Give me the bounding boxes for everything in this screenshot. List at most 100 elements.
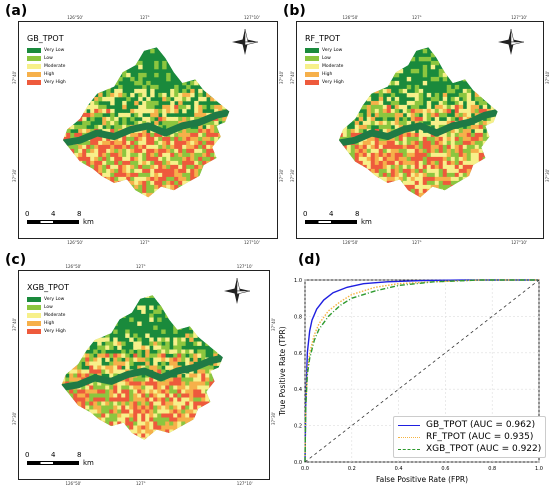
latitude-label: 37°40' xyxy=(12,70,17,84)
legend-item: Very High xyxy=(305,78,344,86)
roc-legend-label: RF_TPOT (AUC = 0.935) xyxy=(426,432,534,442)
legend-swatch xyxy=(27,312,41,318)
roc-curve xyxy=(304,279,540,463)
latitude-label: 37°30' xyxy=(12,411,17,425)
latitude-label: 37°40' xyxy=(545,70,550,84)
latitude-label: 37°40' xyxy=(279,70,284,84)
legend-item: High xyxy=(27,319,66,327)
legend-label: Very High xyxy=(44,79,66,85)
roc-curve xyxy=(304,279,539,463)
map-title: XGB_TPOT xyxy=(27,283,70,292)
map-title: GB_TPOT xyxy=(27,34,64,43)
longitude-label: 127° xyxy=(136,481,146,486)
map-title: RF_TPOT xyxy=(305,34,341,43)
roc-legend-item: RF_TPOT (AUC = 0.935) xyxy=(398,431,541,443)
scale-label: 0 xyxy=(25,210,30,218)
y-tick-label: 0.8 xyxy=(294,314,302,320)
longitude-label: 127°10' xyxy=(511,240,528,245)
longitude-label: 126°50' xyxy=(67,15,84,20)
x-tick-label: 1.0 xyxy=(535,466,543,472)
susceptibility-map xyxy=(338,47,498,198)
legend-swatch xyxy=(27,320,41,326)
legend-label: Very Low xyxy=(322,47,343,53)
legend-item: Moderate xyxy=(27,62,66,70)
longitude-label: 126°50' xyxy=(65,481,82,486)
roc-legend-line xyxy=(398,436,420,438)
legend-item: Very Low xyxy=(27,46,66,54)
panel-label-a: (a) xyxy=(5,3,28,19)
legend-item: Low xyxy=(27,303,66,311)
legend-item: High xyxy=(305,70,344,78)
longitude-label: 127°10' xyxy=(236,264,253,269)
legend-label: High xyxy=(44,71,55,77)
panel-label-b: (b) xyxy=(283,3,306,19)
legend-label: Low xyxy=(322,55,331,61)
roc-curve xyxy=(304,279,539,463)
legend-label: Very High xyxy=(322,79,344,85)
legend-item: High xyxy=(27,70,66,78)
scale-bar: 0 4 8 km xyxy=(25,451,115,475)
legend-swatch xyxy=(27,71,41,77)
map-legend: Very Low Low Moderate High Very High xyxy=(27,295,66,335)
scale-label: 8 xyxy=(77,210,82,218)
scale-label: 4 xyxy=(51,451,56,459)
legend-label: High xyxy=(44,320,55,326)
legend-swatch xyxy=(305,71,319,77)
legend-item: Moderate xyxy=(305,62,344,70)
scale-unit: km xyxy=(83,459,94,467)
longitude-label: 126°50' xyxy=(342,240,359,245)
x-tick-label: 0.4 xyxy=(395,466,403,472)
legend-swatch xyxy=(27,328,41,334)
latitude-label: 37°30' xyxy=(290,168,295,182)
panel-label-c: (c) xyxy=(5,252,27,268)
legend-swatch xyxy=(27,296,41,302)
susceptibility-map xyxy=(62,47,230,198)
scale-label: 8 xyxy=(355,210,360,218)
longitude-label: 127°10' xyxy=(236,481,253,486)
latitude-label: 37°30' xyxy=(545,168,550,182)
y-tick-label: 1.0 xyxy=(294,278,302,284)
roc-legend-line xyxy=(398,424,420,426)
scale-label: 4 xyxy=(329,210,334,218)
latitude-label: 37°40' xyxy=(12,317,17,331)
legend-label: Very Low xyxy=(44,296,65,302)
legend-label: Moderate xyxy=(44,63,66,69)
longitude-label: 127° xyxy=(140,240,150,245)
panel-label-d: (d) xyxy=(298,252,321,268)
legend-item: Very High xyxy=(27,78,66,86)
roc-legend: GB_TPOT (AUC = 0.962) RF_TPOT (AUC = 0.93… xyxy=(393,416,547,458)
roc-legend-label: GB_TPOT (AUC = 0.962) xyxy=(426,420,536,430)
legend-swatch xyxy=(305,55,319,61)
legend-swatch xyxy=(27,79,41,85)
y-axis-label: True Positive Rate (TPR) xyxy=(278,326,287,416)
legend-label: Low xyxy=(44,304,53,310)
x-tick-label: 0.6 xyxy=(441,466,449,472)
scale-label: 0 xyxy=(303,210,308,218)
map-frame: GB_TPOT Very Low Low Moderate High Very High 0… xyxy=(18,21,278,239)
latitude-label: 37°30' xyxy=(12,168,17,182)
legend-item: Low xyxy=(27,54,66,62)
scale-label: 4 xyxy=(51,210,56,218)
longitude-label: 126°50' xyxy=(67,240,84,245)
legend-item: Moderate xyxy=(27,311,66,319)
legend-item: Very High xyxy=(27,327,66,335)
legend-item: Low xyxy=(305,54,344,62)
longitude-label: 127° xyxy=(412,15,422,20)
river xyxy=(338,108,498,148)
legend-label: Very High xyxy=(44,328,66,334)
map-frame: RF_TPOT Very Low Low Moderate High Very High 0… xyxy=(296,21,544,239)
legend-swatch xyxy=(305,47,319,53)
susceptibility-map xyxy=(61,295,223,440)
y-tick-label: 0.4 xyxy=(294,387,302,393)
roc-legend-line xyxy=(398,448,420,450)
north-arrow-icon xyxy=(232,28,259,55)
x-tick-label: 0.2 xyxy=(348,466,356,472)
roc-legend-label: XGB_TPOT (AUC = 0.922) xyxy=(426,444,542,454)
legend-label: Low xyxy=(44,55,53,61)
scale-bar: 0 4 8 km xyxy=(303,210,393,234)
scale-bar-graphic xyxy=(305,220,357,224)
legend-label: Moderate xyxy=(44,312,66,318)
longitude-label: 127°10' xyxy=(511,15,528,20)
legend-label: Moderate xyxy=(322,63,344,69)
north-arrow-icon xyxy=(224,277,251,304)
